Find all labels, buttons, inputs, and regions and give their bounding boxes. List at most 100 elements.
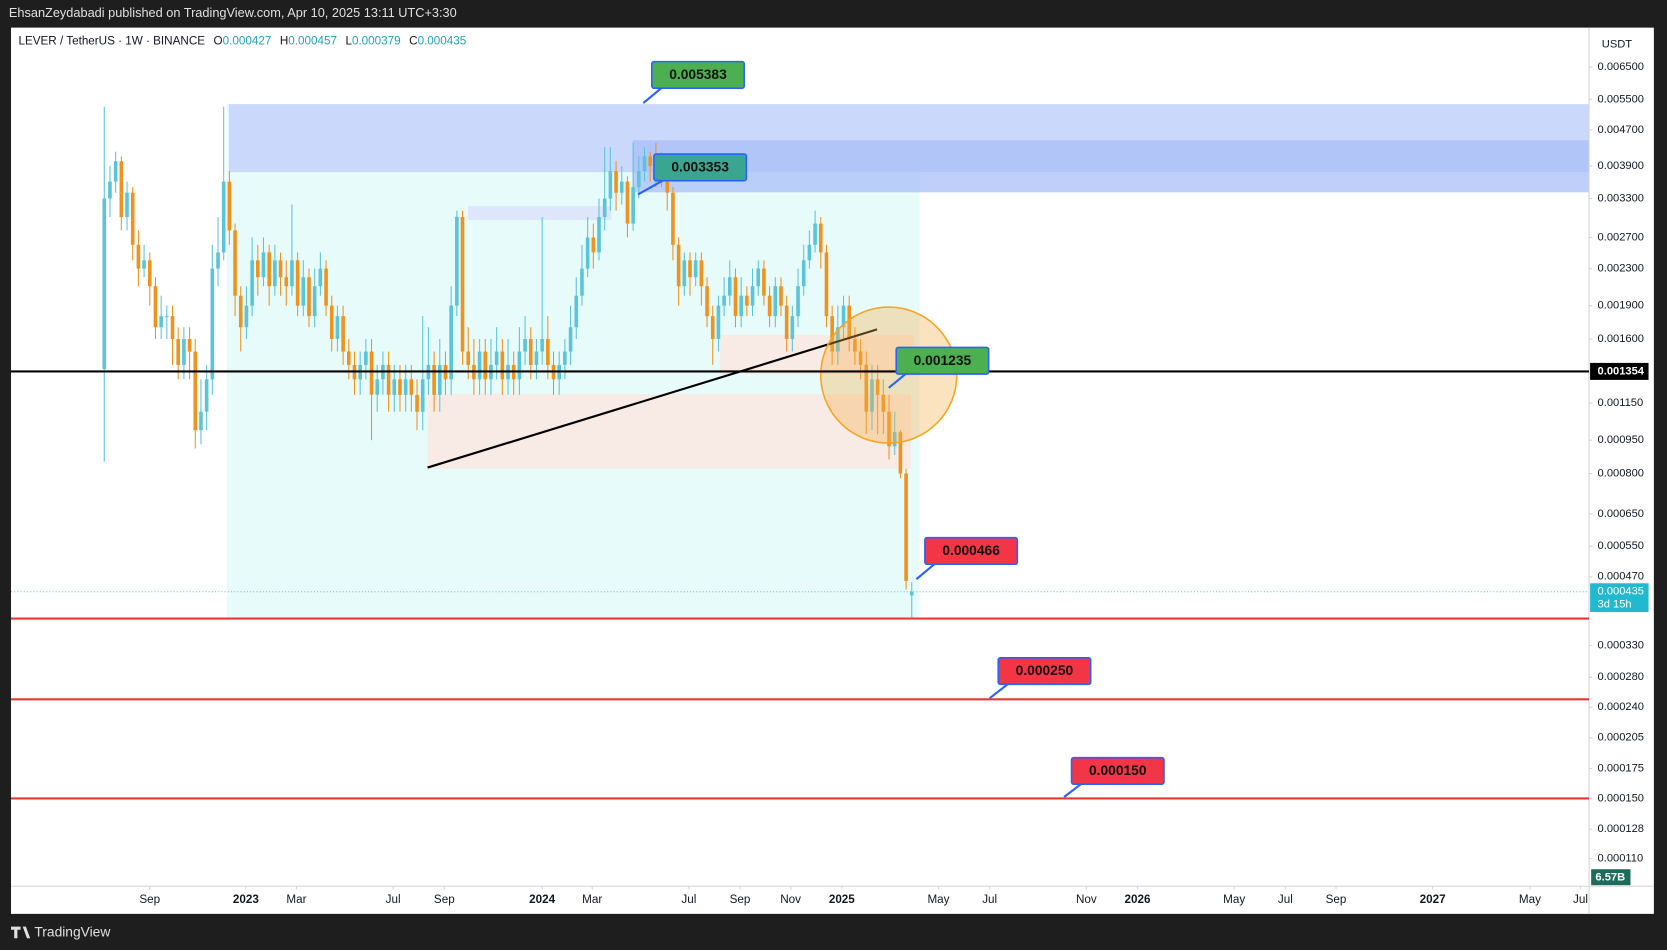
candle-body bbox=[705, 286, 709, 317]
open: 0.000427 bbox=[223, 35, 272, 48]
candle-body bbox=[437, 364, 442, 395]
candle-body bbox=[256, 260, 260, 278]
candle-body bbox=[261, 252, 266, 278]
annotation-pointer bbox=[637, 178, 666, 196]
candle-body bbox=[500, 351, 505, 380]
brand: TradingView bbox=[34, 924, 110, 940]
candle-body bbox=[369, 351, 374, 395]
candle-body bbox=[517, 351, 522, 380]
x-tick-label: 2025 bbox=[829, 893, 855, 906]
candle-body bbox=[335, 316, 340, 340]
candle-body bbox=[494, 351, 499, 365]
annotation-pointer bbox=[888, 372, 908, 389]
annotation-box bbox=[650, 60, 746, 89]
candle-body bbox=[699, 260, 704, 287]
candle-body bbox=[580, 268, 584, 296]
annotation-label: 0.005383 bbox=[669, 66, 727, 82]
candle-body bbox=[136, 244, 141, 269]
candle-body bbox=[909, 591, 914, 596]
low: 0.000379 bbox=[352, 35, 401, 48]
x-tick-label: Sep bbox=[139, 893, 160, 906]
l-label: L bbox=[345, 35, 352, 48]
y-tick-label: 0.000470 bbox=[1598, 571, 1644, 583]
candle-body bbox=[904, 473, 908, 581]
candle-body bbox=[688, 260, 692, 278]
candle-body bbox=[875, 379, 880, 395]
candle-body bbox=[597, 217, 601, 253]
candle-body bbox=[847, 305, 852, 340]
annotation-box bbox=[1070, 756, 1165, 786]
x-tick-label: Jul bbox=[681, 893, 696, 906]
candle-body bbox=[267, 252, 271, 287]
candle-body bbox=[193, 351, 198, 431]
candle-body bbox=[483, 351, 488, 380]
candle-body bbox=[153, 286, 158, 328]
candle-body bbox=[398, 379, 402, 395]
candle-body bbox=[415, 394, 419, 412]
candle-body bbox=[722, 295, 726, 306]
countdown: 3d 15h bbox=[1598, 598, 1632, 610]
candle-body bbox=[324, 268, 328, 306]
candle-body bbox=[767, 295, 772, 317]
volume-label: 6.57B bbox=[1595, 872, 1625, 884]
candle-body bbox=[716, 305, 721, 340]
overlays bbox=[427, 306, 958, 469]
o-label: O bbox=[214, 35, 223, 48]
y-tick-label: 0.001150 bbox=[1598, 397, 1644, 409]
x-tick-label: Jul bbox=[386, 893, 401, 906]
candle-body bbox=[142, 260, 146, 269]
candle-body bbox=[528, 339, 533, 365]
candle-body bbox=[602, 198, 607, 218]
candle-body bbox=[710, 316, 715, 340]
x-tick-label: Sep bbox=[730, 893, 751, 906]
candle-body bbox=[250, 260, 254, 306]
x-tick-label: Sep bbox=[434, 893, 455, 906]
drawings bbox=[226, 104, 1590, 619]
candle-body bbox=[119, 161, 124, 218]
x-tick-label: Jul bbox=[982, 893, 997, 906]
x-tick-label: May bbox=[927, 893, 949, 906]
candles bbox=[102, 106, 914, 619]
candle-body bbox=[563, 351, 567, 365]
candle-body bbox=[108, 181, 112, 199]
candle-body bbox=[546, 339, 550, 365]
candle-body bbox=[244, 305, 249, 328]
candle-body bbox=[420, 379, 425, 412]
candle-body bbox=[130, 192, 135, 245]
candle-body bbox=[676, 244, 681, 287]
candle-body bbox=[466, 351, 471, 365]
candle-body bbox=[625, 181, 630, 224]
y-tick-label: 0.000205 bbox=[1598, 732, 1644, 744]
x-tick-label: May bbox=[1223, 893, 1245, 906]
candle-body bbox=[278, 260, 283, 278]
candle-body bbox=[801, 260, 806, 287]
candle-body bbox=[585, 237, 590, 269]
candle-body bbox=[807, 244, 812, 261]
y-tick-label: 0.000110 bbox=[1598, 853, 1644, 865]
candle-body bbox=[102, 198, 107, 370]
candle-body bbox=[284, 277, 289, 287]
candle-body bbox=[864, 364, 869, 412]
candle-body bbox=[455, 217, 459, 306]
y-tick-label: 0.003900 bbox=[1598, 160, 1644, 172]
candle-body bbox=[233, 230, 237, 296]
level-tag bbox=[1590, 362, 1649, 380]
candle-body bbox=[318, 268, 323, 287]
candle-body bbox=[619, 181, 624, 193]
candle-body bbox=[273, 260, 277, 287]
candle-body bbox=[432, 364, 436, 395]
candle-body bbox=[221, 181, 226, 253]
candle-body bbox=[790, 316, 795, 340]
y-tick-label: 0.003300 bbox=[1598, 192, 1644, 204]
candle-body bbox=[187, 339, 192, 352]
x-tick-label: 2023 bbox=[233, 893, 259, 906]
x-tick-label: May bbox=[1519, 893, 1541, 906]
candle-body bbox=[648, 156, 652, 167]
y-tick-label: 0.004700 bbox=[1598, 124, 1644, 136]
publish-info: EhsanZeydabadi published on TradingView.… bbox=[9, 5, 457, 20]
candle-body bbox=[238, 295, 243, 328]
x-tick-label: 2026 bbox=[1125, 893, 1151, 906]
y-tick-label: 0.006500 bbox=[1598, 61, 1644, 73]
x-tick-label: Sep bbox=[1326, 893, 1347, 906]
candle-body bbox=[671, 192, 675, 245]
